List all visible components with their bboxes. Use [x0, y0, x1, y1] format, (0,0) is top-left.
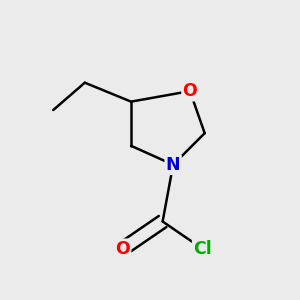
Text: Cl: Cl	[193, 240, 212, 258]
Text: O: O	[115, 240, 130, 258]
Text: O: O	[183, 82, 197, 100]
Text: N: N	[166, 156, 180, 174]
